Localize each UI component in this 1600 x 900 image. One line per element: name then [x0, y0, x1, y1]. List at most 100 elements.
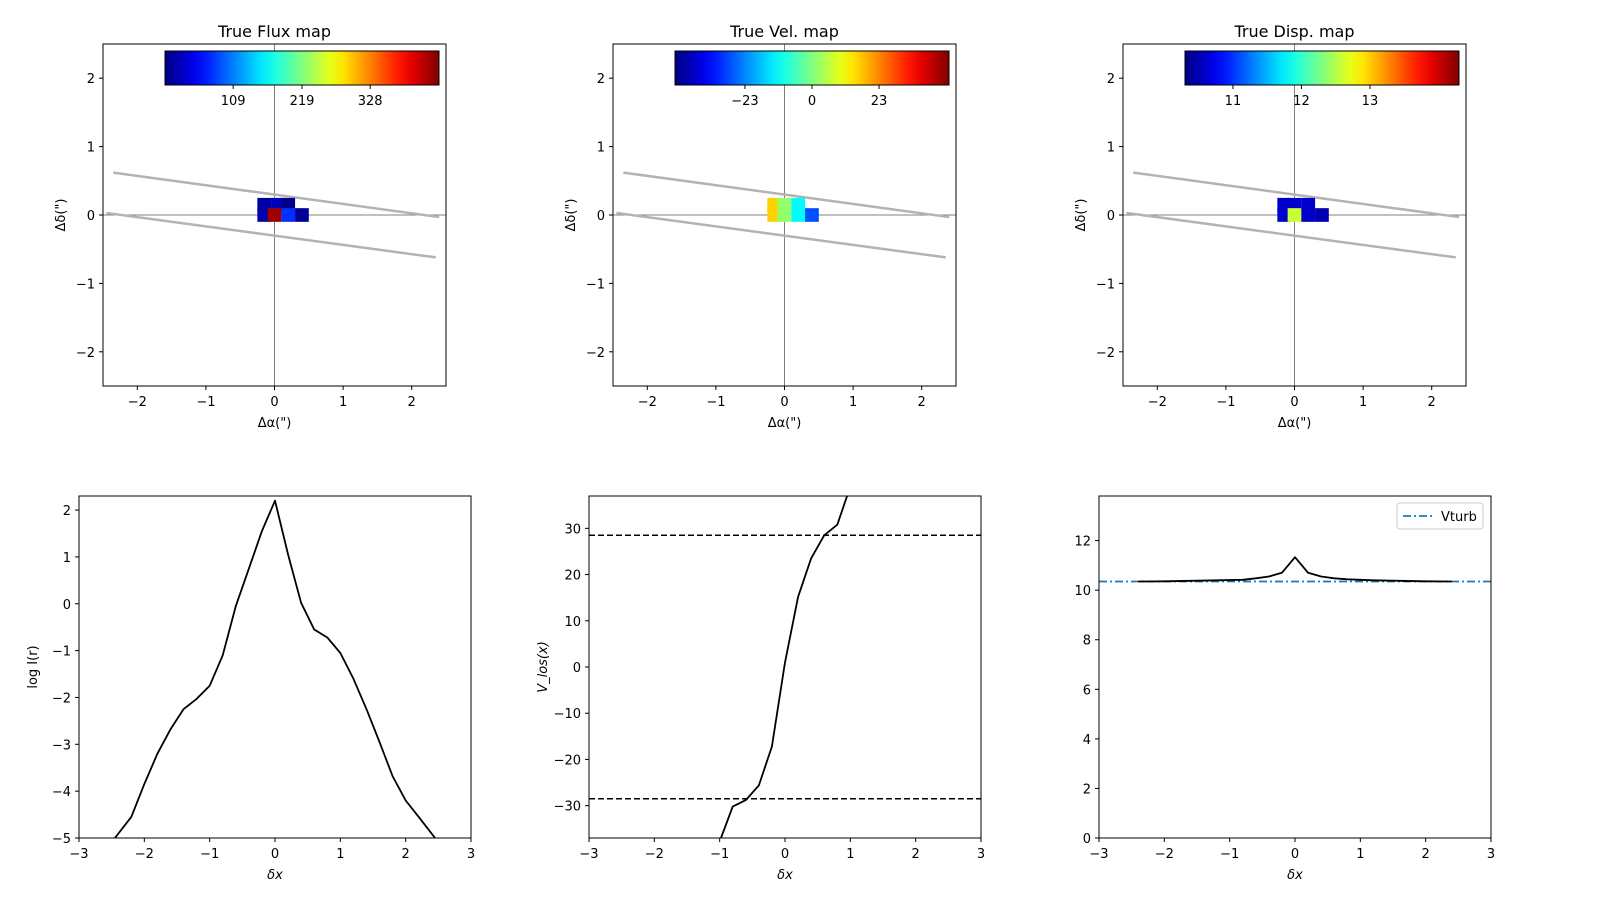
colorbar-tick-label: 12 [1293, 94, 1310, 109]
y-tick-label: 12 [1074, 535, 1091, 550]
colorbar-tick-label: 328 [358, 94, 383, 109]
y-tick-label: −5 [52, 832, 71, 847]
colorbar-tick-label: 109 [221, 94, 246, 109]
y-tick-label: −1 [1096, 277, 1115, 292]
x-tick-label: 0 [1290, 395, 1298, 410]
x-tick-label: −3 [579, 847, 598, 862]
x-axis-label: Δα(") [768, 416, 802, 431]
series-line-1 [114, 499, 436, 838]
x-tick-label: −2 [128, 395, 147, 410]
y-axis-label: Δδ(") [564, 199, 579, 232]
y-tick-label: 1 [1107, 141, 1115, 156]
x-tick-label: 1 [846, 847, 854, 862]
x-tick-label: 0 [1291, 847, 1299, 862]
chart-title: True Flux map [217, 22, 331, 41]
plot-area [114, 499, 436, 838]
colorbar [164, 50, 440, 86]
plot-area [103, 44, 446, 386]
slit-line-2 [616, 211, 946, 259]
heatmap-cell-3 [791, 197, 806, 212]
heatmap-cell-4 [1277, 208, 1292, 222]
y-tick-label: −2 [1096, 346, 1115, 361]
y-tick-label: 10 [1074, 584, 1091, 599]
heatmap-cell-1 [767, 197, 782, 212]
x-tick-label: −2 [1155, 847, 1174, 862]
y-axis-label: Δδ(") [54, 199, 69, 232]
heatmap-cell-7 [1315, 208, 1329, 222]
panel-4: −3 −2 −1 0 1 2 3 −5 −4 −3 −2 −1 0 1 2 δx log I(r) [26, 495, 475, 883]
x-tick-label: −1 [200, 847, 219, 862]
y-tick-label: 10 [564, 615, 581, 630]
panel-2: −23 0 23 −2 −1 0 1 2 −2 −1 0 1 2 True Vel. map Δα(") Δδ… [564, 22, 957, 431]
x-tick-label: 2 [402, 847, 410, 862]
x-tick-label: 3 [977, 847, 985, 862]
heatmap-cell-2 [1287, 197, 1302, 212]
heatmap-cell-7 [805, 208, 819, 222]
y-tick-label: −1 [76, 277, 95, 292]
y-tick-label: −3 [52, 738, 71, 753]
y-tick-label: 2 [1107, 72, 1115, 87]
x-tick-label: 3 [467, 847, 475, 862]
y-tick-label: −4 [52, 785, 71, 800]
y-tick-label: 0 [597, 209, 605, 224]
axes-frame [1098, 495, 1492, 839]
x-tick-label: −2 [135, 847, 154, 862]
y-tick-label: 0 [87, 209, 95, 224]
panel-1: 109 219 328 −2 −1 0 1 2 −2 −1 0 1 2 True Flux map Δα("… [54, 22, 447, 431]
heatmap-cell-4 [767, 208, 782, 222]
y-tick-label: 1 [63, 551, 71, 566]
x-tick-label: −1 [706, 395, 725, 410]
y-tick-label: 2 [63, 504, 71, 519]
x-tick-label: 1 [1359, 395, 1367, 410]
y-tick-label: −1 [52, 645, 71, 660]
y-tick-label: −1 [586, 277, 605, 292]
x-tick-label: 1 [849, 395, 857, 410]
chart-title: True Vel. map [729, 22, 839, 41]
x-axis-label: δx [267, 868, 283, 883]
x-tick-label: 1 [339, 395, 347, 410]
slit-line-2 [106, 211, 436, 259]
plot-area [1099, 556, 1491, 583]
heatmap-cell-5 [267, 208, 282, 222]
slit-line-1 [113, 171, 440, 219]
y-tick-label: 2 [597, 72, 605, 87]
legend-label: Vturb [1441, 510, 1477, 525]
legend-box [1396, 502, 1484, 530]
y-tick-label: 0 [573, 661, 581, 676]
colorbar [674, 50, 950, 86]
x-tick-label: −2 [645, 847, 664, 862]
x-tick-label: −1 [1216, 395, 1235, 410]
heatmap-cell-1 [1277, 197, 1292, 212]
x-tick-label: 1 [1356, 847, 1364, 862]
x-tick-label: 2 [408, 395, 416, 410]
colorbar [1184, 50, 1460, 86]
x-tick-label: −2 [1148, 395, 1167, 410]
x-tick-label: 2 [918, 395, 926, 410]
x-axis-label: Δα(") [1278, 416, 1312, 431]
y-tick-label: 0 [63, 598, 71, 613]
axes-frame [78, 495, 472, 839]
y-tick-label: 0 [1083, 832, 1091, 847]
x-tick-label: −3 [69, 847, 88, 862]
x-tick-label: 2 [1428, 395, 1436, 410]
heatmap-cell-3 [1301, 197, 1316, 212]
x-tick-label: 0 [780, 395, 788, 410]
y-axis-label: log I(r) [26, 645, 41, 688]
x-tick-label: 2 [912, 847, 920, 862]
plot-area [613, 44, 956, 386]
plot-area [589, 496, 981, 838]
legend: Vturb [1396, 502, 1484, 530]
heatmap-cell-5 [1287, 208, 1302, 222]
heatmap-cell-6 [791, 208, 806, 222]
colorbar-tick-label: 219 [290, 94, 315, 109]
x-axis-label: δx [1287, 868, 1303, 883]
x-tick-label: 1 [336, 847, 344, 862]
heatmap-cell-3 [281, 197, 296, 212]
slit-line-2 [1126, 211, 1456, 259]
y-tick-label: 0 [1107, 209, 1115, 224]
x-tick-label: −1 [710, 847, 729, 862]
heatmap-cell-6 [281, 208, 296, 222]
colorbar-tick-label: 23 [871, 94, 888, 109]
